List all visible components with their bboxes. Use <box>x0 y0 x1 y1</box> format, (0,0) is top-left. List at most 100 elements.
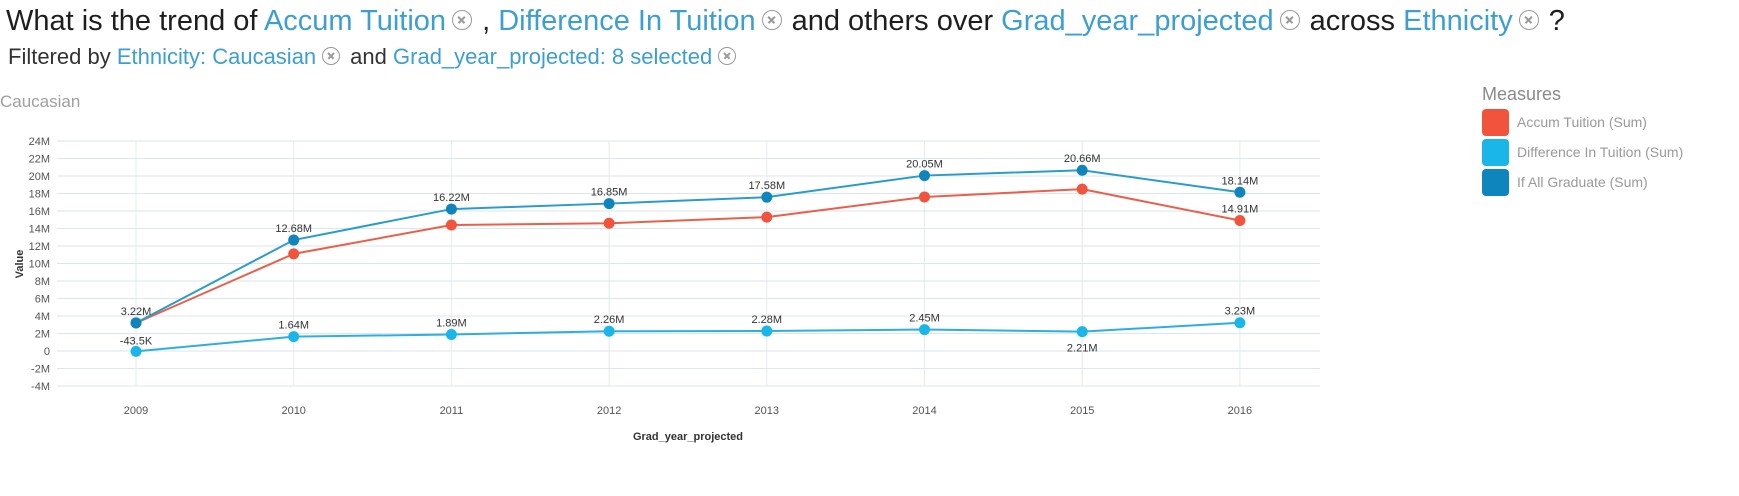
filter-bar: Filtered by Ethnicity: Caucasian and Grad… <box>8 43 746 71</box>
data-point <box>1234 317 1246 329</box>
y-tick-label: 2M <box>35 329 50 341</box>
filter-prefix: Filtered by <box>8 44 111 69</box>
remove-measure-accum-tuition-icon[interactable] <box>452 10 473 31</box>
legend: Measures Accum Tuition (Sum) Difference … <box>1482 84 1683 197</box>
filter-token-ethnicity[interactable]: Ethnicity: Caucasian <box>116 44 317 69</box>
x-tick-label: 2012 <box>597 405 621 417</box>
data-point <box>603 217 615 229</box>
measure-token-difference-in-tuition[interactable]: Difference In Tuition <box>498 5 756 37</box>
data-point <box>445 328 457 340</box>
y-tick-label: 14M <box>29 224 50 236</box>
y-tick-label: 6M <box>35 294 50 306</box>
remove-dimension-grad-year-icon[interactable] <box>1279 10 1300 31</box>
question-mid2: across <box>1309 5 1396 37</box>
x-tick-label: 2015 <box>1070 405 1094 417</box>
data-point <box>761 211 773 223</box>
legend-item-accum-tuition[interactable]: Accum Tuition (Sum) <box>1482 107 1683 137</box>
data-point <box>1076 326 1088 338</box>
y-tick-label: -4M <box>31 381 50 393</box>
legend-item-difference-in-tuition[interactable]: Difference In Tuition (Sum) <box>1482 137 1683 167</box>
data-point <box>288 331 300 343</box>
data-point <box>130 345 142 357</box>
data-label: 14.91M <box>1222 204 1259 216</box>
data-point <box>445 219 457 231</box>
x-tick-label: 2013 <box>755 405 779 417</box>
data-point <box>288 248 300 260</box>
y-tick-label: 8M <box>35 276 50 288</box>
data-label: 2.21M <box>1067 343 1098 355</box>
data-point <box>603 198 615 210</box>
facet-label: Caucasian <box>0 92 81 111</box>
legend-label: Difference In Tuition (Sum) <box>1517 144 1684 160</box>
data-point <box>1076 183 1088 195</box>
y-tick-label: 4M <box>35 311 50 323</box>
data-label: 1.89M <box>436 317 467 329</box>
data-label: -43.5K <box>120 335 153 347</box>
series-line <box>135 321 1240 353</box>
measure-token-accum-tuition[interactable]: Accum Tuition <box>263 5 447 37</box>
data-label: 16.22M <box>433 192 470 204</box>
data-point <box>1234 215 1246 227</box>
data-point <box>761 191 773 203</box>
data-label: 3.23M <box>1225 306 1256 318</box>
x-tick-label: 2010 <box>281 405 305 417</box>
y-axis-title: Value <box>14 250 26 279</box>
x-tick-label: 2009 <box>124 405 148 417</box>
series-line <box>135 169 1241 324</box>
question-mid1: and others over <box>791 5 994 37</box>
x-axis-title: Grad_year_projected <box>633 431 743 443</box>
question-suffix: ? <box>1548 5 1565 37</box>
question-separator: , <box>482 5 491 37</box>
y-tick-label: 0 <box>44 346 50 358</box>
y-tick-label: 16M <box>29 206 50 218</box>
legend-label: Accum Tuition (Sum) <box>1517 114 1647 130</box>
data-label: 20.66M <box>1064 153 1101 165</box>
line-chart: -4M -2M 0 2M 4M 6M 8M 10M 12M 14M 16M 18M 20M 22M 24M 2… <box>14 136 1320 443</box>
data-label: 2.26M <box>594 314 625 326</box>
data-label: 3.22M <box>121 306 152 318</box>
legend-swatch <box>1482 168 1509 196</box>
y-tick-label: 20M <box>29 171 50 183</box>
question-prefix: What is the trend of <box>6 5 258 37</box>
data-point <box>1076 164 1088 176</box>
data-point <box>919 170 930 182</box>
data-label: 12.68M <box>275 223 312 235</box>
data-point <box>919 324 930 336</box>
remove-filter-grad-year-icon[interactable] <box>718 47 737 66</box>
remove-filter-ethnicity-icon[interactable] <box>322 47 341 66</box>
filter-token-grad-year[interactable]: Grad_year_projected: 8 selected <box>393 44 713 69</box>
data-point <box>1234 186 1246 198</box>
question-title: What is the trend of Accum Tuition, Diff… <box>6 2 1739 40</box>
data-label: 2.45M <box>909 313 940 325</box>
data-label: 17.58M <box>748 180 785 192</box>
filter-conj: and <box>350 44 387 69</box>
legend-label: If All Graduate (Sum) <box>1517 174 1648 190</box>
data-point <box>288 234 300 246</box>
series-line <box>135 188 1241 324</box>
data-label: 1.64M <box>278 320 309 332</box>
y-tick-label: 22M <box>29 154 50 166</box>
data-point <box>603 325 615 337</box>
data-point <box>761 325 773 337</box>
remove-measure-difference-icon[interactable] <box>761 10 782 31</box>
data-label: 2.28M <box>752 314 783 326</box>
legend-swatch <box>1482 108 1509 136</box>
data-point <box>919 191 930 203</box>
y-tick-label: -2M <box>31 364 50 376</box>
x-tick-label: 2014 <box>912 405 936 417</box>
x-tick-label: 2016 <box>1228 405 1252 417</box>
group-token-ethnicity[interactable]: Ethnicity <box>1403 5 1513 37</box>
data-point <box>130 317 142 329</box>
data-label: 18.14M <box>1222 175 1259 187</box>
dimension-token-grad-year[interactable]: Grad_year_projected <box>1001 5 1274 37</box>
data-label: 16.85M <box>591 187 628 199</box>
y-tick-label: 10M <box>29 259 50 271</box>
y-tick-label: 12M <box>29 241 50 253</box>
legend-title: Measures <box>1482 84 1562 104</box>
data-label: 20.05M <box>906 159 943 171</box>
y-tick-label: 18M <box>29 189 50 201</box>
remove-group-ethnicity-icon[interactable] <box>1518 10 1539 31</box>
legend-swatch <box>1482 138 1509 166</box>
data-point <box>445 203 457 215</box>
legend-item-if-all-graduate[interactable]: If All Graduate (Sum) <box>1482 167 1683 197</box>
